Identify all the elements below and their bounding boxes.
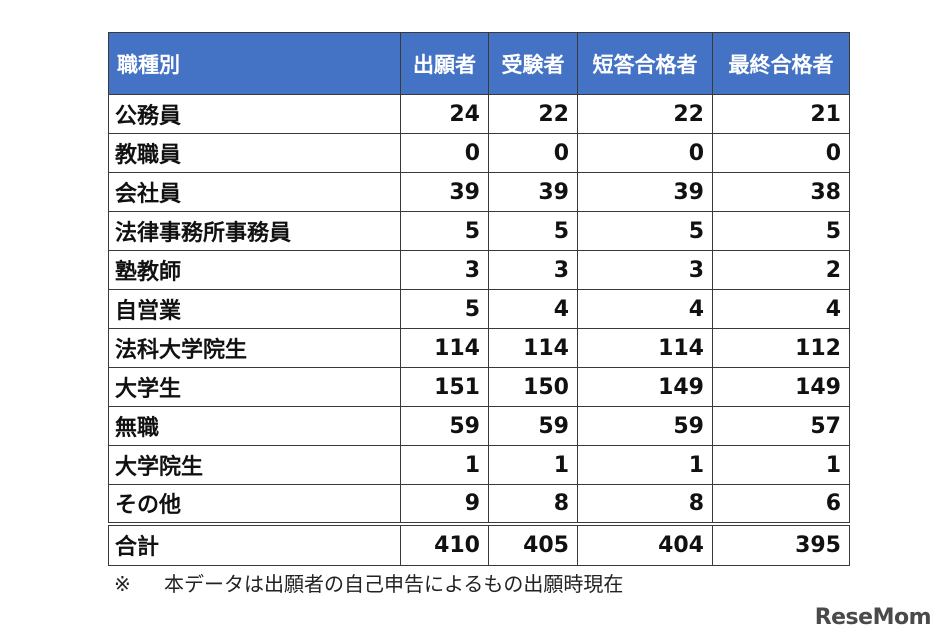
cell-applicants: 39 [400,172,489,212]
cell-final-passers: 112 [712,328,850,368]
cell-short-answer-passers: 114 [577,328,713,368]
cell-final-passers: 57 [712,406,850,446]
cell-short-answer-passers: 22 [577,94,713,134]
total-final-passers: 395 [712,521,850,566]
table-row: 公務員 24 22 22 21 [108,94,850,134]
row-category: 法律事務所事務員 [108,211,401,251]
resemom-logo: ReseMom [814,605,932,630]
cell-final-passers: 5 [712,211,850,251]
cell-final-passers: 38 [712,172,850,212]
table-row: 大学院生 1 1 1 1 [108,445,850,485]
column-header-applicants: 出願者 [400,32,489,95]
cell-examinees: 1 [488,445,578,485]
table-row: 教職員 0 0 0 0 [108,133,850,173]
column-header-examinees: 受験者 [488,32,578,95]
table-row: 法科大学院生 114 114 114 112 [108,328,850,368]
row-category: 塾教師 [108,250,401,290]
total-short-answer-passers: 404 [577,521,713,566]
cell-short-answer-passers: 0 [577,133,713,173]
cell-applicants: 5 [400,289,489,329]
row-category: 公務員 [108,94,401,134]
cell-final-passers: 2 [712,250,850,290]
cell-final-passers: 4 [712,289,850,329]
cell-applicants: 1 [400,445,489,485]
total-applicants: 410 [400,521,489,566]
cell-applicants: 3 [400,250,489,290]
cell-examinees: 0 [488,133,578,173]
cell-applicants: 114 [400,328,489,368]
cell-examinees: 3 [488,250,578,290]
cell-final-passers: 1 [712,445,850,485]
row-category: その他 [108,484,401,524]
column-header-short-answer-passers: 短答合格者 [577,32,713,95]
total-examinees: 405 [488,521,578,566]
table-header-row: 職種別 出願者 受験者 短答合格者 最終合格者 [108,32,850,95]
column-header-category: 職種別 [108,32,401,95]
table-row: 塾教師 3 3 3 2 [108,250,850,290]
table-row: 自営業 5 4 4 4 [108,289,850,329]
row-category: 法科大学院生 [108,328,401,368]
cell-final-passers: 0 [712,133,850,173]
row-category: 自営業 [108,289,401,329]
cell-applicants: 24 [400,94,489,134]
table-row: その他 9 8 8 6 [108,484,850,524]
cell-applicants: 151 [400,367,489,407]
footnote-text: 本データは出願者の自己申告によるもの出願時現在 [164,572,624,596]
table-row: 無職 59 59 59 57 [108,406,850,446]
cell-applicants: 9 [400,484,489,524]
cell-examinees: 22 [488,94,578,134]
cell-final-passers: 21 [712,94,850,134]
cell-short-answer-passers: 59 [577,406,713,446]
cell-examinees: 5 [488,211,578,251]
cell-final-passers: 6 [712,484,850,524]
row-category: 大学院生 [108,445,401,485]
row-category: 教職員 [108,133,401,173]
cell-short-answer-passers: 3 [577,250,713,290]
row-category: 無職 [108,406,401,446]
row-category: 大学生 [108,367,401,407]
cell-short-answer-passers: 1 [577,445,713,485]
table-total-row: 合計 410 405 404 395 [108,521,850,566]
cell-examinees: 114 [488,328,578,368]
cell-short-answer-passers: 5 [577,211,713,251]
row-category: 会社員 [108,172,401,212]
cell-examinees: 8 [488,484,578,524]
cell-short-answer-passers: 4 [577,289,713,329]
cell-applicants: 59 [400,406,489,446]
cell-examinees: 150 [488,367,578,407]
cell-short-answer-passers: 8 [577,484,713,524]
cell-final-passers: 149 [712,367,850,407]
cell-examinees: 4 [488,289,578,329]
cell-examinees: 59 [488,406,578,446]
column-header-final-passers: 最終合格者 [712,32,850,95]
table-row: 会社員 39 39 39 38 [108,172,850,212]
cell-short-answer-passers: 39 [577,172,713,212]
total-label: 合計 [108,521,401,566]
table-row: 法律事務所事務員 5 5 5 5 [108,211,850,251]
cell-examinees: 39 [488,172,578,212]
applicant-stats-table: 職種別 出願者 受験者 短答合格者 最終合格者 公務員 24 22 22 21 … [108,32,850,566]
cell-short-answer-passers: 149 [577,367,713,407]
footnote: ※ 本データは出願者の自己申告によるもの出願時現在 [114,568,623,597]
footnote-mark: ※ [114,572,131,596]
table-row: 大学生 151 150 149 149 [108,367,850,407]
cell-applicants: 0 [400,133,489,173]
cell-applicants: 5 [400,211,489,251]
